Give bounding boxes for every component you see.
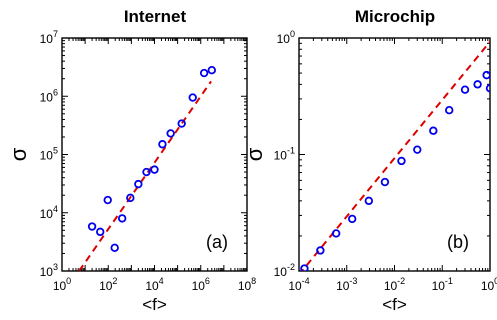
panel-0-data-point xyxy=(150,165,159,174)
panel-1-x-tick-label: 10-4 xyxy=(288,276,309,293)
panel-1-data-point xyxy=(380,177,390,187)
panel-1-y-tick-label: 10-1 xyxy=(274,146,295,163)
panel-1-x-axis-label: <f> xyxy=(382,295,407,314)
panel-0-data-point xyxy=(96,227,105,237)
panel-1-x-tick-label: 10-2 xyxy=(384,276,405,293)
panel-1-x-tick-label: 10-3 xyxy=(336,276,357,293)
panel-0-data-point xyxy=(87,222,97,231)
panel-1-panel-label: (b) xyxy=(447,232,469,252)
panel-0-x-tick-label: 108 xyxy=(238,276,256,293)
panel-1-data-point xyxy=(316,246,325,255)
panel-0-data-point xyxy=(166,129,175,138)
panel-1-y-tick-label: 100 xyxy=(277,29,295,46)
panel-0-data-point xyxy=(207,66,216,75)
panel-0-data-point xyxy=(199,68,209,78)
panel-1-data-point xyxy=(460,85,470,94)
panel-1-data-point xyxy=(485,84,490,93)
panel-0-y-tick-label: 103 xyxy=(40,262,58,279)
panel-0-x-tick-label: 104 xyxy=(145,276,163,293)
panel-0-fit-line xyxy=(78,80,212,271)
panel-1-data-point xyxy=(473,80,482,89)
panel-1-data-point xyxy=(331,229,341,238)
panel-0: Internet 100 102 104 106 108 103 104 105 106 107 <f… xyxy=(6,7,256,314)
panel-1-x-tick-label: 10-1 xyxy=(432,276,453,293)
panel-0-x-axis-label: <f> xyxy=(142,295,167,314)
panel-0-data-point xyxy=(110,243,119,253)
panel-0-data-point xyxy=(117,214,127,223)
panel-0-y-tick-label: 106 xyxy=(40,87,58,104)
panel-0-data-point xyxy=(177,119,186,128)
panel-1-data-point xyxy=(429,126,438,135)
panel-0-y-tick-label: 107 xyxy=(40,29,58,46)
panel-1-data-point xyxy=(364,196,374,206)
panel-0-x-tick-label: 100 xyxy=(53,276,71,293)
panel-0-y-axis-label: σ xyxy=(6,147,31,161)
panel-1-data-point xyxy=(445,106,454,115)
panel-0-panel-label: (a) xyxy=(206,232,228,252)
panel-0-title: Internet xyxy=(124,7,187,26)
panel-1: Microchip 10-4 10-3 10-2 10-1 100 10-2 10-1 100 <… xyxy=(242,7,497,314)
panel-0-data-point xyxy=(188,93,197,102)
panel-1-data-point xyxy=(482,70,490,80)
panel-1-x-tick-label: 100 xyxy=(481,276,497,293)
panel-0-x-tick-label: 102 xyxy=(99,276,117,293)
panel-0-data-point xyxy=(158,140,167,149)
panel-0-data-point xyxy=(126,193,135,203)
panel-0-y-tick-label: 104 xyxy=(40,204,58,221)
panel-0-data-point xyxy=(103,195,112,205)
panel-0-x-tick-label: 106 xyxy=(192,276,210,293)
panel-0-data-point xyxy=(142,167,151,177)
panel-1-data-point xyxy=(397,156,406,166)
panel-1-title: Microchip xyxy=(355,7,435,26)
panel-1-data-point xyxy=(300,264,309,271)
panel-1-fit-line xyxy=(300,41,490,271)
panel-1-y-axis-label: σ xyxy=(242,147,267,161)
panel-1-data-point xyxy=(347,214,357,224)
panel-1-y-tick-label: 10-2 xyxy=(274,262,295,279)
panel-0-data-point xyxy=(134,179,143,189)
panel-0-y-tick-label: 105 xyxy=(40,146,58,163)
panel-1-data-point xyxy=(413,145,422,154)
